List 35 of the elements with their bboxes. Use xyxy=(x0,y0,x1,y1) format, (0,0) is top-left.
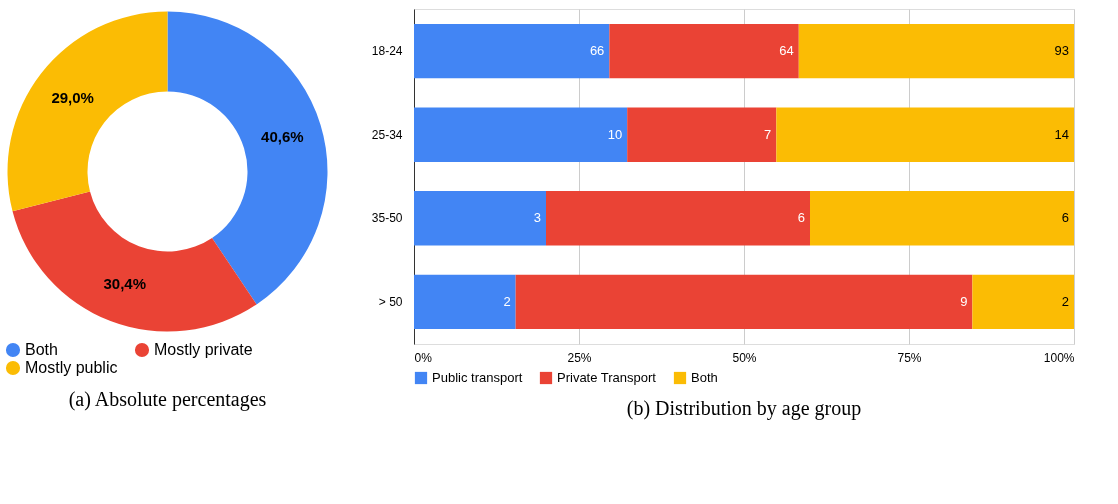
data-label: 30,4% xyxy=(103,274,146,292)
annotation: 6 xyxy=(797,210,805,226)
annotation: 10 xyxy=(607,126,623,142)
x-tick-label: 100% xyxy=(1043,350,1075,365)
data-label: 29,0% xyxy=(51,88,94,106)
y-tick-label: 18-24 xyxy=(371,44,403,59)
legend-label: Mostly public xyxy=(25,359,118,376)
x-tick-label: 75% xyxy=(897,350,922,365)
annotation: 2 xyxy=(503,293,511,309)
y-tick-label: 35-50 xyxy=(371,211,403,226)
text: (b) Distribution by age group xyxy=(626,397,862,420)
legend-label: Both xyxy=(25,341,58,358)
annotation: 9 xyxy=(960,293,968,309)
annotation: 7 xyxy=(764,126,772,142)
data-label: 40,6% xyxy=(261,127,304,145)
text: (a) Absolute percentages xyxy=(68,388,267,411)
annotation: 6 xyxy=(1061,210,1069,226)
donut-slice xyxy=(7,11,168,212)
legend-label: Public transport xyxy=(432,370,523,385)
annotation: 14 xyxy=(1054,126,1069,142)
y-tick-label: > 50 xyxy=(378,294,403,309)
x-tick-label: 50% xyxy=(732,350,757,365)
annotation: 93 xyxy=(1054,43,1069,59)
annotation: 66 xyxy=(589,43,605,59)
annotation: 3 xyxy=(533,210,541,226)
y-tick-label: 25-34 xyxy=(371,127,403,142)
legend-label: Private Transport xyxy=(557,370,657,385)
donut-slice xyxy=(167,11,328,305)
donut-slice xyxy=(12,191,257,332)
x-tick-label: 0% xyxy=(414,350,433,365)
annotation: 2 xyxy=(1061,293,1069,309)
annotation: 64 xyxy=(779,43,794,59)
legend-label: Both xyxy=(691,370,718,385)
legend-label: Mostly private xyxy=(154,341,253,358)
x-tick-label: 25% xyxy=(567,350,592,365)
